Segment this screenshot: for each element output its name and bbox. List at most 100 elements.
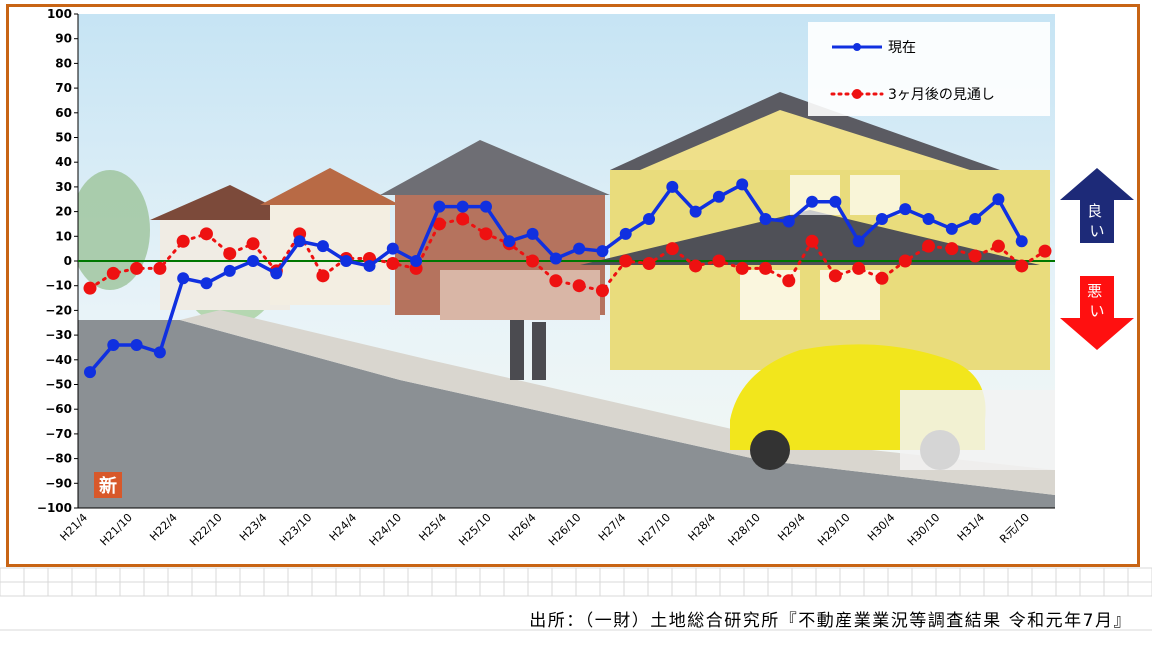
series-outlook-point <box>712 254 726 268</box>
x-tick-label: H21/10 <box>98 511 135 548</box>
series-current-point <box>386 242 399 255</box>
series-current-point <box>410 255 423 267</box>
series-outlook-point <box>526 254 540 268</box>
series-current-point <box>782 215 795 228</box>
x-tick-label: H28/10 <box>726 511 763 548</box>
y-axis: 1009080706050403020100−10−20−30−40−50−60… <box>37 7 79 515</box>
x-tick-label: H30/10 <box>905 511 942 548</box>
series-current-point <box>852 235 865 248</box>
series-outlook-point <box>828 269 842 283</box>
y-tick-label: −50 <box>45 378 72 392</box>
series-current-point <box>759 213 772 226</box>
x-tick-label: H22/10 <box>187 511 224 548</box>
series-current-point <box>84 366 96 379</box>
series-current-point <box>736 178 749 191</box>
x-tick-label: H26/10 <box>546 511 583 548</box>
series-current-point <box>689 205 702 218</box>
series-current-point <box>107 338 120 351</box>
y-tick-label: −20 <box>45 303 72 317</box>
y-tick-label: 40 <box>55 155 72 169</box>
series-current-point <box>340 255 353 267</box>
y-tick-label: −70 <box>45 427 72 441</box>
x-tick-label: H23/10 <box>277 511 314 548</box>
y-tick-label: 10 <box>55 229 72 243</box>
x-tick-label: H21/4 <box>58 511 91 544</box>
bad-arrow-char-2: い <box>1089 302 1104 320</box>
x-tick-label: H27/4 <box>596 511 629 544</box>
series-outlook-point <box>619 254 633 268</box>
series-outlook-point <box>735 261 749 275</box>
y-tick-label: −30 <box>45 328 72 342</box>
x-tick-label: H28/4 <box>686 511 719 544</box>
series-current-point <box>829 195 842 208</box>
series-outlook-point <box>968 249 982 263</box>
good-arrow-char-1: 良 <box>1087 202 1102 220</box>
series-current-point <box>223 264 236 277</box>
series-current-point <box>712 190 725 203</box>
series-current-point <box>293 235 306 248</box>
series-outlook-point <box>805 234 819 248</box>
series-current-point <box>479 200 492 213</box>
series-outlook-point <box>106 266 120 280</box>
series-outlook-point <box>1015 259 1029 273</box>
series-outlook-point <box>689 259 703 273</box>
series-outlook-point <box>665 242 679 256</box>
good-arrow: 良 い <box>1060 168 1134 243</box>
series-current-point <box>992 193 1005 206</box>
series-outlook-point <box>456 212 470 226</box>
series-current-point <box>666 180 679 193</box>
y-tick-label: 50 <box>55 131 72 145</box>
y-tick-label: −80 <box>45 452 72 466</box>
series-current-point <box>945 222 958 235</box>
series-current-point <box>573 242 586 255</box>
y-tick-label: 20 <box>55 205 72 219</box>
legend-marker-outlook <box>852 89 862 99</box>
x-tick-label: H24/10 <box>367 511 404 548</box>
series-layer <box>83 178 1052 379</box>
x-tick-label: R元/10 <box>997 511 1032 546</box>
series-outlook-point <box>595 284 609 298</box>
x-tick-label: H22/4 <box>147 511 180 544</box>
y-tick-label: 90 <box>55 32 72 46</box>
y-tick-label: −100 <box>37 501 72 515</box>
series-outlook-point <box>432 217 446 231</box>
x-tick-label: H23/4 <box>237 511 270 544</box>
series-current-point <box>922 213 935 226</box>
series-outlook-point <box>1038 244 1052 258</box>
legend: 現在 3ヶ月後の見通し <box>808 22 1050 116</box>
y-tick-label: −90 <box>45 476 72 490</box>
y-tick-label: 70 <box>55 81 72 95</box>
good-arrow-char-2: い <box>1089 222 1104 240</box>
series-outlook-point <box>945 242 959 256</box>
series-current-point <box>643 213 656 226</box>
series-outlook-point <box>572 279 586 293</box>
series-outlook-point <box>386 256 400 270</box>
series-outlook-point <box>991 239 1005 253</box>
series-outlook-point <box>479 227 493 241</box>
series-current-point <box>456 200 469 213</box>
bad-arrow-char-1: 悪 <box>1087 282 1102 300</box>
y-tick-label: 100 <box>47 7 72 21</box>
x-tick-label: H26/4 <box>506 511 539 544</box>
series-outlook-point <box>642 256 656 270</box>
source-note: 出所：（一財）土地総合研究所『不動産業業況等調査結果 令和元年7月』 <box>529 611 1132 631</box>
y-tick-label: 80 <box>55 56 72 70</box>
new-badge-text: 新 <box>99 475 117 497</box>
y-tick-label: 30 <box>55 180 72 194</box>
series-outlook-point <box>549 274 563 288</box>
x-tick-label: H25/4 <box>416 511 449 544</box>
series-outlook-point <box>130 261 144 275</box>
series-outlook-point <box>199 227 213 241</box>
x-tick-label: H29/4 <box>775 511 808 544</box>
series-current-point <box>619 227 632 240</box>
y-tick-label: 60 <box>55 106 72 120</box>
series-current-point <box>153 346 166 359</box>
series-outlook-point <box>898 254 912 268</box>
series-current-point <box>433 200 446 213</box>
series-current-point <box>526 227 539 240</box>
series-current-point <box>1015 235 1028 248</box>
x-tick-label: H31/4 <box>955 511 988 544</box>
legend-label-current: 現在 <box>888 40 916 56</box>
series-outlook-point <box>852 261 866 275</box>
x-axis: H21/4 H21/10 H22/4 H22/10 H23/4 H23/10 H24/4 H2… <box>58 507 1055 548</box>
